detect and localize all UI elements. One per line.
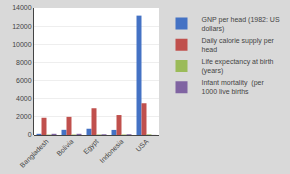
svg-text:6000: 6000: [16, 77, 32, 84]
svg-text:0: 0: [28, 131, 32, 138]
svg-text:Bolivia: Bolivia: [55, 138, 75, 158]
svg-text:Infant mortality (per1000 liv: Infant mortality (per1000 live births: [202, 79, 265, 95]
svg-text:Life expectancy at birth(years: Life expectancy at birth(years): [202, 58, 274, 75]
svg-text:2000: 2000: [16, 113, 32, 120]
svg-text:Indonesia: Indonesia: [98, 138, 124, 164]
svg-text:10000: 10000: [12, 41, 32, 48]
svg-text:Daily calorie supply perhead: Daily calorie supply perhead: [202, 37, 275, 53]
svg-text:Bangladesh: Bangladesh: [19, 138, 51, 170]
svg-text:USA: USA: [135, 138, 150, 153]
svg-text:12000: 12000: [12, 23, 32, 30]
svg-text:GNP per head (1982: USdollars): GNP per head (1982: USdollars): [202, 16, 280, 33]
svg-text:8000: 8000: [16, 59, 32, 66]
svg-text:4000: 4000: [16, 95, 32, 102]
svg-text:Egypt: Egypt: [82, 138, 100, 156]
svg-text:14000: 14000: [12, 4, 32, 11]
